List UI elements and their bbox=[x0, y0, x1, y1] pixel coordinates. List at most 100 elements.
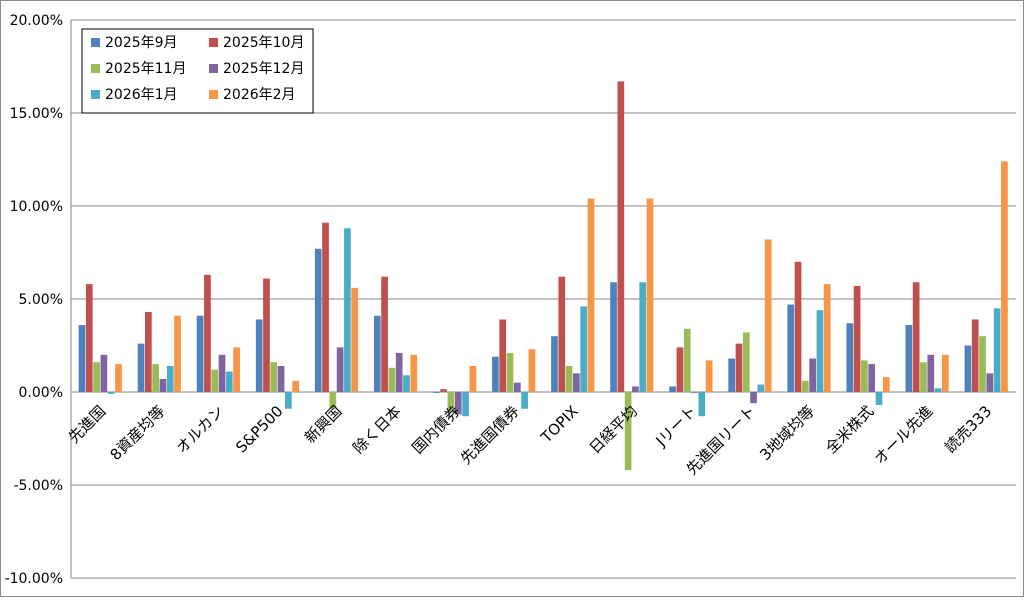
bar bbox=[610, 282, 617, 392]
bar bbox=[735, 343, 743, 392]
legend-swatch bbox=[91, 64, 100, 73]
bar bbox=[218, 354, 226, 392]
bar bbox=[196, 315, 204, 392]
legend-label: 2025年12月 bbox=[223, 61, 304, 77]
bar bbox=[934, 388, 942, 392]
legend-label: 2026年2月 bbox=[223, 87, 296, 103]
bar bbox=[373, 315, 381, 392]
bar bbox=[225, 371, 233, 392]
legend-box bbox=[81, 28, 314, 114]
y-tick-label: 5.00% bbox=[19, 292, 63, 308]
bar bbox=[801, 380, 809, 392]
bar bbox=[1001, 161, 1008, 392]
bar bbox=[683, 328, 691, 392]
bar bbox=[263, 278, 270, 392]
bar bbox=[624, 392, 632, 471]
x-category-label: 全米株式 bbox=[822, 402, 877, 457]
x-category-label: オルカン bbox=[173, 402, 228, 457]
bar bbox=[270, 362, 278, 392]
bar bbox=[587, 198, 595, 392]
y-tick-label: 20.00% bbox=[10, 13, 63, 29]
legend-swatch bbox=[91, 90, 100, 99]
bar bbox=[942, 354, 949, 392]
legend-label: 2025年10月 bbox=[223, 35, 304, 51]
bar bbox=[971, 319, 979, 392]
bar bbox=[993, 308, 1001, 392]
bar bbox=[853, 285, 861, 392]
bar bbox=[410, 354, 418, 392]
legend-swatch bbox=[209, 38, 218, 47]
bar bbox=[742, 332, 750, 392]
bar bbox=[868, 364, 876, 392]
bar bbox=[100, 354, 108, 392]
bar bbox=[691, 392, 698, 393]
y-tick-label: 10.00% bbox=[10, 199, 63, 215]
bar bbox=[728, 358, 736, 392]
bar bbox=[454, 392, 462, 415]
bar bbox=[344, 228, 351, 392]
bar bbox=[528, 349, 536, 392]
bar bbox=[351, 287, 359, 392]
x-category-label: 日経平均 bbox=[586, 402, 641, 457]
x-category-label: オール先進 bbox=[870, 402, 936, 468]
bar bbox=[927, 354, 935, 392]
bar bbox=[137, 343, 145, 392]
bar bbox=[388, 367, 396, 392]
x-category-label: S&P500 bbox=[232, 402, 286, 456]
bar bbox=[639, 282, 647, 392]
bar bbox=[78, 325, 86, 392]
x-category-label: 3地域均等 bbox=[756, 402, 818, 464]
bar bbox=[979, 336, 986, 392]
bar bbox=[314, 248, 322, 392]
x-category-label: Jリート bbox=[652, 402, 700, 450]
bar bbox=[846, 323, 854, 392]
bar bbox=[646, 198, 654, 392]
bar bbox=[381, 276, 388, 392]
bar bbox=[912, 282, 920, 392]
x-category-label: 除く日本 bbox=[350, 402, 405, 457]
bar bbox=[905, 325, 913, 392]
bar bbox=[764, 239, 772, 392]
bar bbox=[506, 352, 514, 392]
bar bbox=[573, 373, 580, 392]
y-tick-label: -10.00% bbox=[5, 571, 63, 587]
y-tick-label: 0.00% bbox=[19, 385, 63, 401]
bar bbox=[322, 222, 329, 392]
legend-label: 2025年11月 bbox=[105, 61, 186, 77]
y-axis: -10.00% -5.00% 0.00% 5.00% 10.00% 15.00% 20.00… bbox=[5, 13, 72, 587]
bar bbox=[698, 392, 706, 417]
legend: 2025年9月 2025年10月 2025年11月 2025年12月 2026年1月 20… bbox=[81, 28, 314, 114]
bar bbox=[787, 304, 795, 392]
bar bbox=[676, 347, 684, 392]
x-category-label: 8資産均等 bbox=[107, 402, 169, 464]
bar bbox=[233, 347, 240, 392]
bars bbox=[78, 81, 1008, 471]
bar bbox=[211, 369, 219, 392]
bar bbox=[565, 365, 573, 392]
bar bbox=[809, 358, 816, 392]
legend-swatch bbox=[91, 38, 100, 47]
bar bbox=[617, 81, 625, 392]
bar bbox=[204, 274, 211, 392]
bar bbox=[521, 392, 528, 409]
bar bbox=[152, 364, 159, 392]
bar bbox=[513, 382, 521, 392]
bar bbox=[285, 392, 292, 409]
bar bbox=[499, 319, 507, 392]
bar bbox=[85, 284, 93, 392]
legend-label: 2025年9月 bbox=[105, 35, 178, 51]
bar bbox=[433, 392, 440, 393]
bar bbox=[794, 261, 802, 392]
bar bbox=[93, 362, 100, 392]
bar bbox=[580, 306, 588, 392]
bar bbox=[329, 392, 337, 409]
bar bbox=[551, 336, 558, 392]
x-category-label: 新興国 bbox=[301, 402, 346, 447]
bar bbox=[816, 310, 824, 392]
bar bbox=[882, 377, 890, 392]
bar bbox=[875, 392, 883, 406]
bar bbox=[669, 386, 676, 392]
